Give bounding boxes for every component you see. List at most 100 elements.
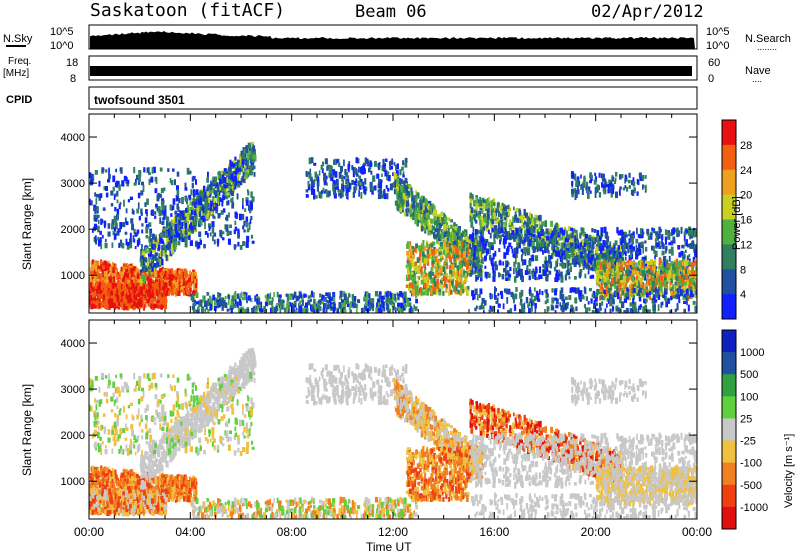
power-cell [326,183,328,186]
power-cell [175,244,177,250]
power-cell [140,270,142,273]
power-cell [137,230,140,234]
power-cell [353,192,355,198]
power-cell [213,198,215,203]
power-cell [138,202,140,209]
power-cell [149,248,152,252]
power-cell [244,294,246,300]
power-cell [159,258,161,265]
power-cell [98,240,101,247]
power-cell [94,275,97,281]
power-cell [234,293,237,299]
power-cell [405,185,408,192]
power-cell [112,176,115,183]
power-cell [185,208,188,213]
power-cell [242,198,244,204]
power-cell [431,288,433,294]
power-cell [418,277,420,281]
nsearch-tick-bottom: 10^0 [706,40,730,52]
power-cell [408,275,410,281]
power-cell [210,184,213,190]
power-cell [299,300,301,306]
power-cell [124,176,127,181]
power-cell [411,272,414,275]
power-cell [216,205,218,211]
power-cell [439,284,442,288]
power-cell [250,219,252,224]
power-cell [126,221,129,225]
power-cell [345,193,348,196]
power-cell [437,217,440,222]
power-cell [508,211,510,215]
power-cell [416,204,419,207]
power-cell [310,169,312,172]
power-cell [246,242,249,248]
power-cell [406,244,409,249]
power-cell [242,226,244,230]
power-cell [323,188,325,193]
power-cell [125,269,128,273]
power-cell [368,168,371,172]
power-cell [181,279,183,283]
power-cell [211,221,214,227]
power-cell [366,292,368,299]
power-cell [267,294,269,298]
power-cell [207,187,209,192]
power-cell [178,291,181,296]
power-cell [226,215,228,221]
power-cell [90,282,92,287]
power-cell [340,193,343,199]
power-cell [104,223,106,228]
power-cell [439,252,442,255]
power-cell [90,271,93,276]
power-cell [412,284,415,289]
power-cell [413,250,415,255]
power-cell [445,277,448,281]
power-cell [197,306,200,309]
power-cell [154,211,156,215]
power-cell [306,171,308,177]
power-cell [148,222,151,227]
power-cell [180,230,182,237]
power-cell [400,187,403,190]
power-cell [249,223,251,230]
power-cell [185,270,187,277]
power-cell [201,220,203,226]
power-cell [114,207,116,211]
power-cell [435,262,437,268]
power-cell [400,303,403,308]
nsearch-legend-dots: ........ [757,42,777,52]
power-cell [375,291,378,297]
power-cell [108,277,110,280]
power-cell [243,179,245,184]
power-cell [222,306,224,311]
power-cell [126,284,128,287]
power-cell [190,226,193,230]
power-cell [177,189,180,196]
power-cell [393,307,396,310]
power-cell [178,270,181,274]
power-cell [101,302,104,307]
power-cell [418,245,421,251]
power-cell [378,165,380,170]
power-cell [371,187,374,191]
power-cell [284,308,287,313]
power-cell [425,273,427,277]
power-cell [243,174,245,178]
power-cell [419,251,421,258]
power-cell [427,254,430,258]
power-cell [394,188,396,194]
power-cell [424,277,426,283]
power-cell [107,179,110,182]
power-cell [123,275,125,278]
power-cell [145,267,148,272]
power-cell [104,303,107,308]
power-cell [344,169,346,175]
power-cell [169,222,171,227]
power-cell [425,199,428,206]
power-cell [513,207,515,211]
freq-trace-band [90,66,692,76]
power-cell [431,243,434,247]
power-cell [423,210,426,214]
power-cell [464,232,466,237]
